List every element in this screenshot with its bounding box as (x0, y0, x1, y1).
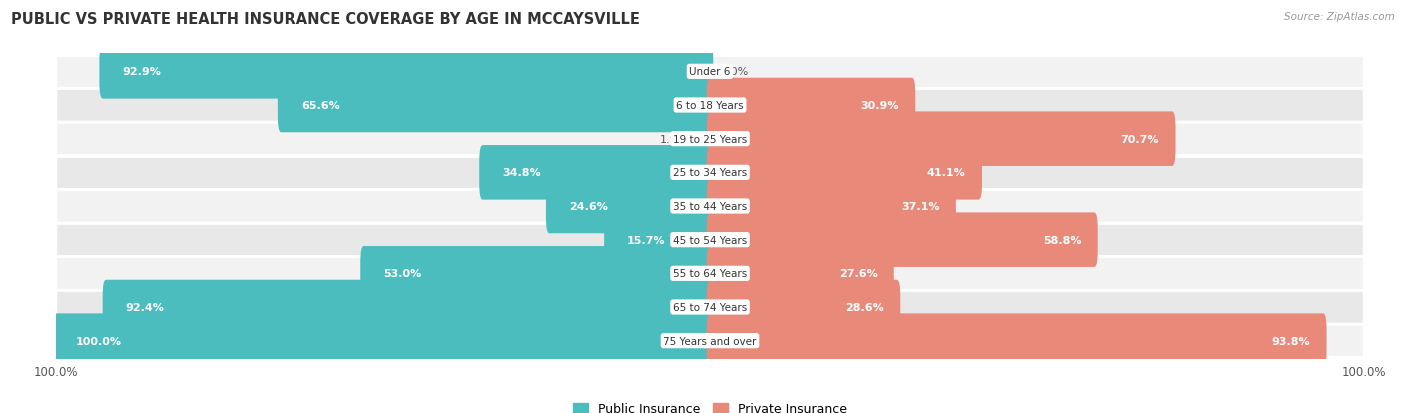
Text: 93.8%: 93.8% (1271, 336, 1310, 346)
FancyBboxPatch shape (707, 179, 956, 234)
FancyBboxPatch shape (695, 112, 713, 166)
Text: 27.6%: 27.6% (838, 269, 877, 279)
FancyBboxPatch shape (56, 89, 1364, 123)
Text: 1.9%: 1.9% (659, 134, 688, 144)
FancyBboxPatch shape (479, 146, 713, 200)
Text: 75 Years and over: 75 Years and over (664, 336, 756, 346)
Text: 92.9%: 92.9% (122, 67, 162, 77)
Text: 30.9%: 30.9% (860, 101, 898, 111)
FancyBboxPatch shape (56, 324, 1364, 358)
Text: 70.7%: 70.7% (1121, 134, 1159, 144)
Text: 45 to 54 Years: 45 to 54 Years (673, 235, 747, 245)
Text: 92.4%: 92.4% (125, 302, 165, 312)
Text: 0.0%: 0.0% (720, 67, 748, 77)
FancyBboxPatch shape (56, 257, 1364, 290)
FancyBboxPatch shape (707, 247, 894, 301)
FancyBboxPatch shape (707, 280, 900, 335)
FancyBboxPatch shape (707, 112, 1175, 166)
FancyBboxPatch shape (56, 190, 1364, 223)
Text: 6 to 18 Years: 6 to 18 Years (676, 101, 744, 111)
Text: 15.7%: 15.7% (627, 235, 665, 245)
FancyBboxPatch shape (56, 123, 1364, 156)
FancyBboxPatch shape (360, 247, 713, 301)
Text: 34.8%: 34.8% (502, 168, 541, 178)
Text: 55 to 64 Years: 55 to 64 Years (673, 269, 747, 279)
FancyBboxPatch shape (56, 55, 1364, 89)
Text: PUBLIC VS PRIVATE HEALTH INSURANCE COVERAGE BY AGE IN MCCAYSVILLE: PUBLIC VS PRIVATE HEALTH INSURANCE COVER… (11, 12, 640, 27)
Legend: Public Insurance, Private Insurance: Public Insurance, Private Insurance (568, 397, 852, 413)
Text: 58.8%: 58.8% (1043, 235, 1081, 245)
Text: 19 to 25 Years: 19 to 25 Years (673, 134, 747, 144)
FancyBboxPatch shape (707, 78, 915, 133)
FancyBboxPatch shape (56, 223, 1364, 257)
Text: Source: ZipAtlas.com: Source: ZipAtlas.com (1284, 12, 1395, 22)
Text: Under 6: Under 6 (689, 67, 731, 77)
FancyBboxPatch shape (707, 146, 981, 200)
Text: 65 to 74 Years: 65 to 74 Years (673, 302, 747, 312)
FancyBboxPatch shape (605, 213, 713, 267)
FancyBboxPatch shape (707, 313, 1326, 368)
Text: 25 to 34 Years: 25 to 34 Years (673, 168, 747, 178)
FancyBboxPatch shape (546, 179, 713, 234)
FancyBboxPatch shape (53, 313, 713, 368)
FancyBboxPatch shape (56, 290, 1364, 324)
FancyBboxPatch shape (100, 45, 713, 100)
FancyBboxPatch shape (278, 78, 713, 133)
Text: 37.1%: 37.1% (901, 202, 939, 211)
Text: 28.6%: 28.6% (845, 302, 884, 312)
Text: 41.1%: 41.1% (927, 168, 966, 178)
Text: 35 to 44 Years: 35 to 44 Years (673, 202, 747, 211)
Text: 53.0%: 53.0% (382, 269, 422, 279)
Text: 65.6%: 65.6% (301, 101, 339, 111)
FancyBboxPatch shape (56, 156, 1364, 190)
Text: 100.0%: 100.0% (76, 336, 122, 346)
Text: 24.6%: 24.6% (569, 202, 607, 211)
FancyBboxPatch shape (103, 280, 713, 335)
FancyBboxPatch shape (707, 213, 1098, 267)
